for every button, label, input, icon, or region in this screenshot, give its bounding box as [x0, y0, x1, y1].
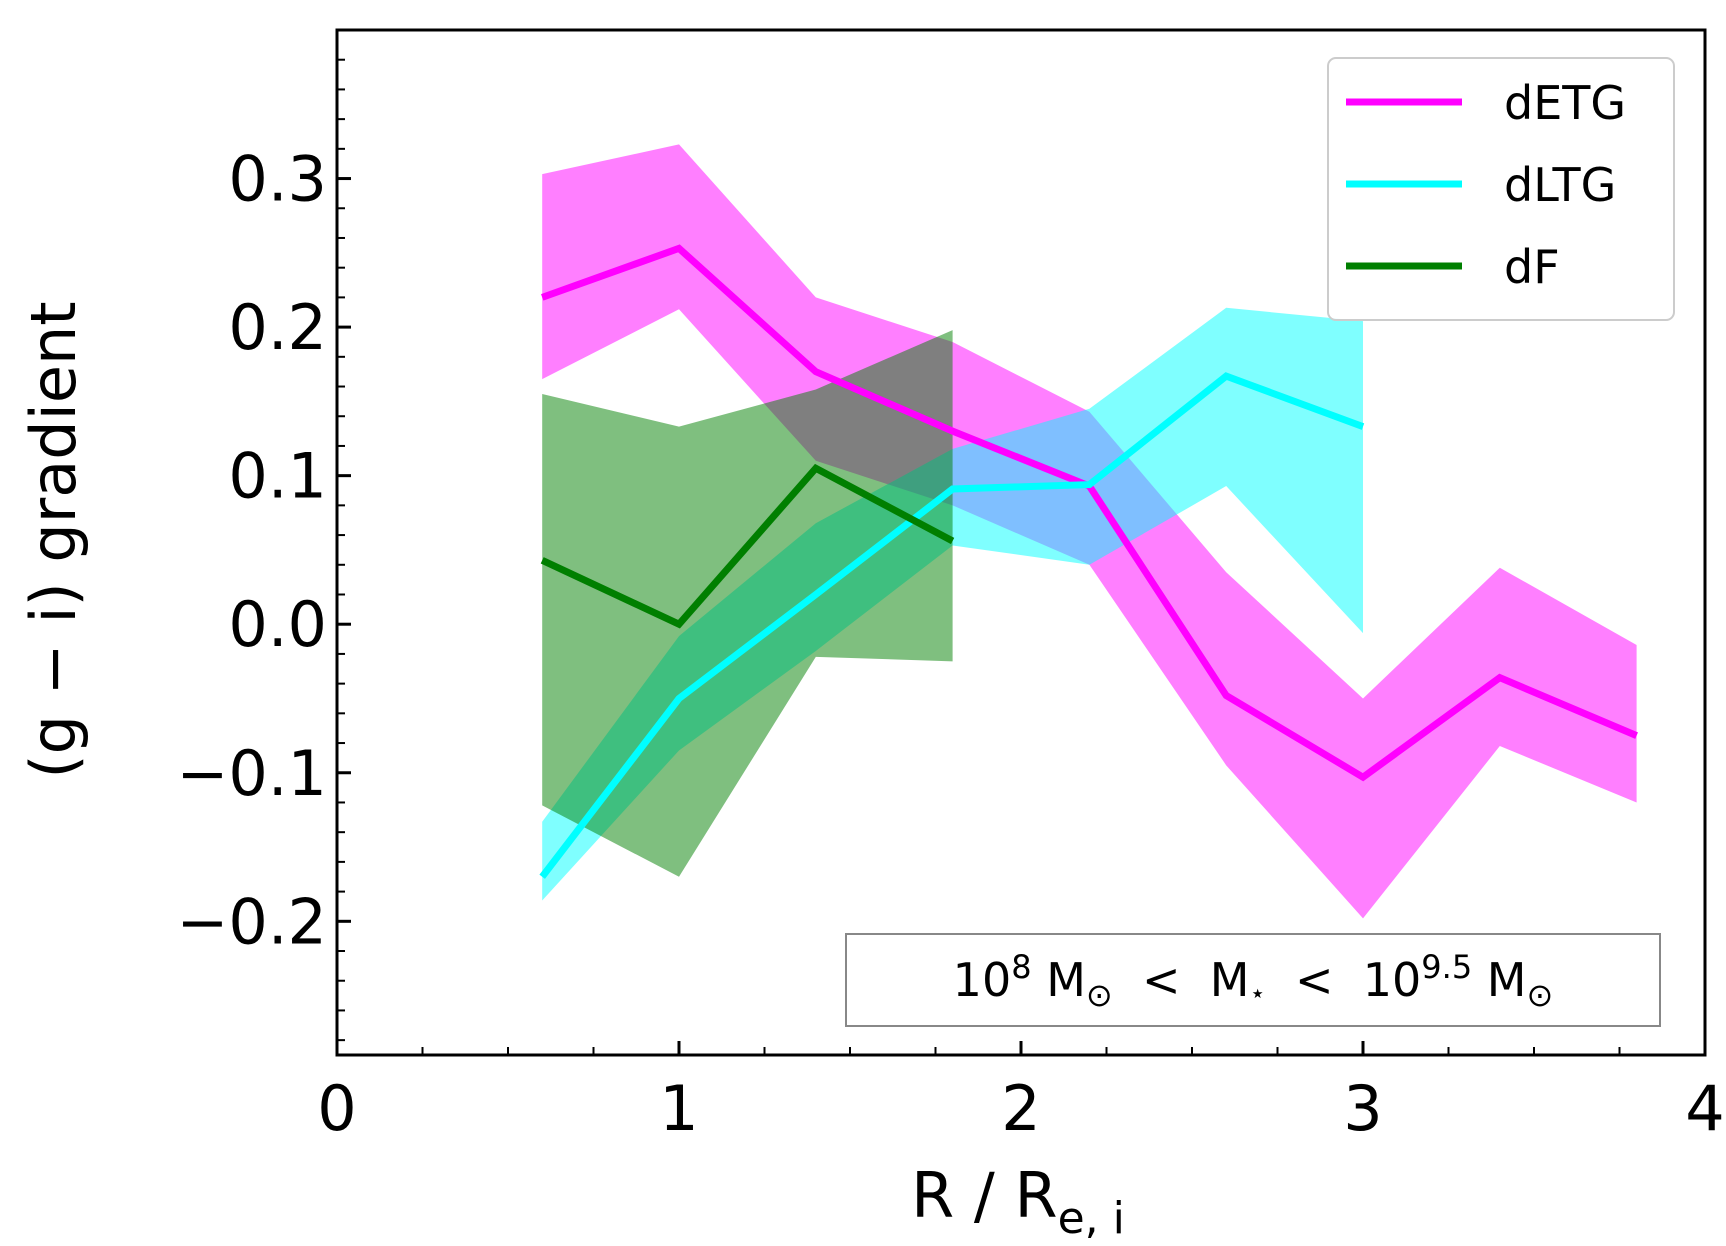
x-tick-label: 2 [1001, 1072, 1040, 1145]
line-dltg [539, 372, 1365, 879]
annotation-box [845, 933, 1661, 1027]
legend-label-detg: dETG [1504, 76, 1626, 130]
mass-range-annotation: 108 M⊙ < M⋆ < 109.5 M⊙ [845, 933, 1661, 1027]
x-tick-label: 1 [659, 1072, 698, 1145]
y-tick-label: 0.1 [228, 440, 327, 513]
series-lines [539, 244, 1638, 879]
legend-label-df: dF [1504, 240, 1560, 294]
x-tick-label: 3 [1343, 1072, 1382, 1145]
axis-ticks [335, 58, 1707, 1055]
y-tick-label: 0.2 [228, 291, 327, 364]
y-tick-label: 0.0 [228, 588, 327, 661]
y-tick-label: 0.3 [228, 143, 327, 216]
legend-label-dltg: dLTG [1504, 158, 1616, 212]
annotation-text: 108 M⊙ < M⋆ < 109.5 M⊙ [953, 948, 1554, 1014]
y-axis-title: (g − i) gradient [17, 301, 90, 778]
legend: dETG dLTG dF [1327, 57, 1675, 321]
legend-box [1327, 57, 1675, 321]
x-tick-label: 0 [317, 1072, 356, 1145]
x-axis-title: R / Re, i [911, 1159, 1125, 1244]
y-tick-label: −0.2 [176, 885, 327, 958]
x-tick-label: 4 [1685, 1072, 1724, 1145]
y-tick-label: −0.1 [176, 737, 327, 810]
band-dltg [542, 307, 1363, 901]
line-df [540, 463, 955, 629]
tick-labels: 0 1 2 3 4 −0.2 −0.1 0.0 0.1 0.2 0.3 [176, 143, 1724, 1145]
